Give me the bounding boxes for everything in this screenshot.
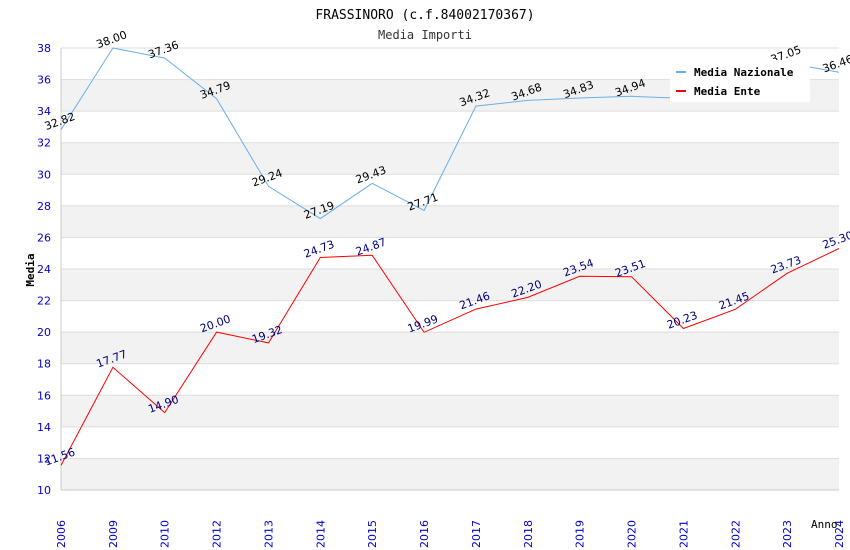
x-tick-label: 2014 (314, 520, 327, 548)
band (61, 458, 839, 490)
band (61, 205, 839, 238)
x-tick-label: 2021 (677, 520, 690, 548)
y-tick-label: 10 (37, 484, 51, 497)
x-axis-label: Anno (811, 518, 838, 531)
legend-box (670, 60, 810, 102)
x-tick-label: 2020 (626, 520, 639, 548)
y-axis: 10 12 14 16 18 20 22 24 26 28 30 32 34 36 38 (37, 42, 51, 497)
y-tick-label: 18 (37, 358, 51, 371)
x-tick-label: 2013 (262, 520, 275, 548)
legend-label: Media Nazionale (694, 66, 794, 79)
chart-subtitle: Media Importi (378, 28, 472, 42)
y-axis-label: Media (24, 253, 37, 286)
y-tick-label: 30 (37, 168, 51, 181)
x-tick-label: 2019 (574, 520, 587, 548)
y-tick-label: 22 (37, 295, 51, 308)
x-tick-label: 2023 (781, 520, 794, 548)
band (61, 332, 839, 364)
x-axis: 2006 2009 2010 2012 2013 2014 2015 2016 2017 2018… (55, 520, 846, 548)
x-tick-label: 2018 (522, 520, 535, 548)
x-tick-label: 2009 (107, 520, 120, 548)
y-tick-label: 38 (37, 42, 51, 55)
y-tick-label: 14 (37, 421, 51, 434)
plot-bands (60, 47, 839, 491)
data-label: 20.23 (665, 309, 699, 332)
x-tick-label: 2015 (366, 520, 379, 548)
band (61, 269, 839, 301)
x-tick-label: 2022 (729, 520, 742, 548)
legend: Media Nazionale Media Ente (670, 60, 810, 102)
y-tick-label: 28 (37, 200, 51, 213)
legend-label: Media Ente (694, 85, 761, 98)
y-tick-label: 20 (37, 326, 51, 339)
y-tick-label: 36 (37, 74, 51, 87)
series-line-1 (60, 248, 840, 466)
x-tick-label: 2016 (418, 520, 431, 548)
band (61, 395, 839, 427)
chart-title: FRASSINORO (c.f.84002170367) (315, 8, 534, 23)
y-tick-label: 12 (37, 452, 51, 465)
x-tick-label: 2017 (470, 520, 483, 548)
y-tick-label: 16 (37, 389, 51, 402)
y-tick-label: 24 (37, 263, 51, 276)
x-tick-label: 2010 (159, 520, 172, 548)
y-tick-label: 32 (37, 137, 51, 150)
y-tick-label: 26 (37, 231, 51, 244)
x-tick-label: 2012 (211, 520, 224, 548)
y-tick-label: 34 (37, 105, 51, 118)
x-tick-label: 2024 (833, 520, 846, 548)
x-tick-label: 2006 (55, 520, 68, 548)
